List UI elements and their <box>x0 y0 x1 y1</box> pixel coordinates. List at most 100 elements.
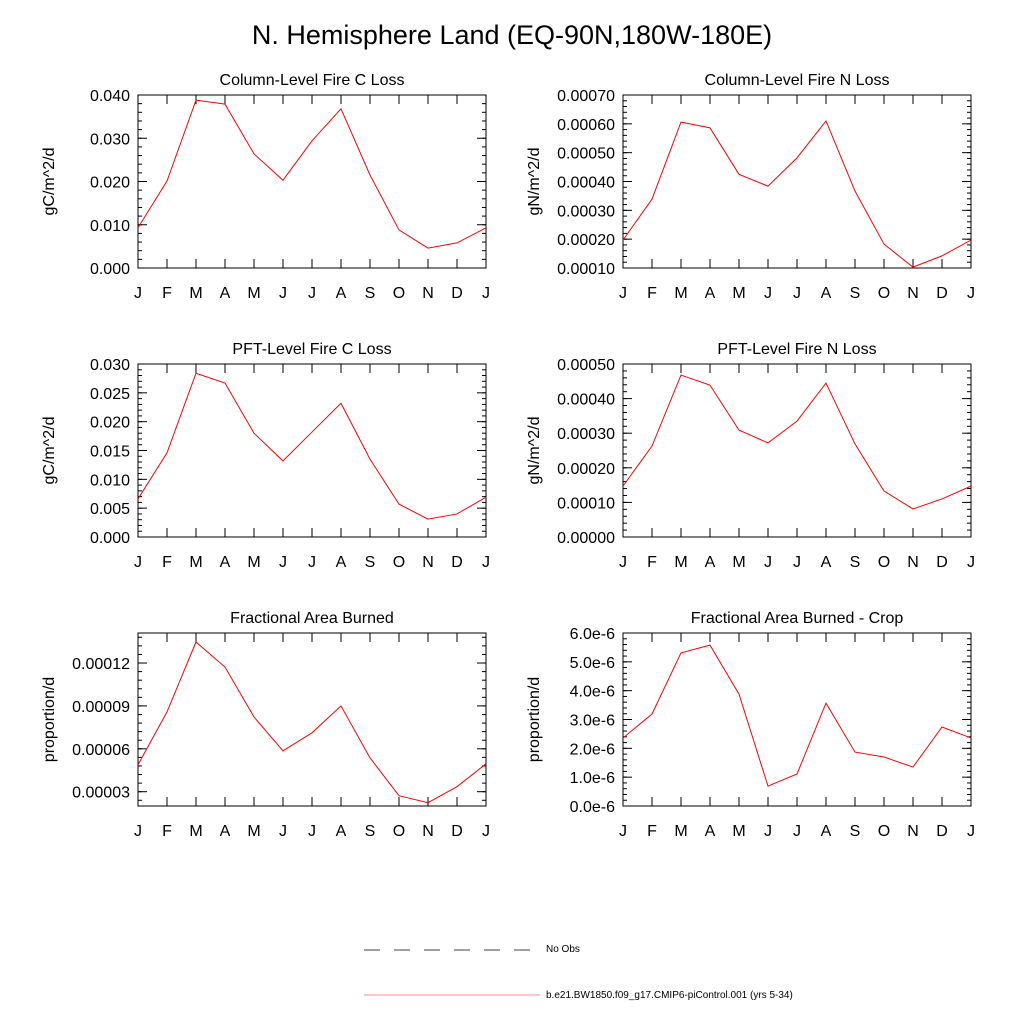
y-tick-label: 0.000 <box>90 261 130 278</box>
x-tick-label: D <box>936 823 948 840</box>
y-tick-label: 0.00006 <box>72 742 130 759</box>
panel-5: J F M A M J J A S O N D J0.000030.000060.000090.0001… <box>41 610 490 840</box>
plot-frame <box>137 94 487 269</box>
y-axis-label: gN/m^2/d <box>526 148 543 216</box>
x-tick-label: J <box>793 823 801 840</box>
y-tick-label: 0.00020 <box>557 461 615 478</box>
x-tick-label: O <box>393 285 405 302</box>
x-tick-label: M <box>732 285 745 302</box>
x-tick-label: M <box>674 823 687 840</box>
series-line <box>622 119 972 268</box>
y-axis-label: gC/m^2/d <box>41 417 58 485</box>
x-tick-label: A <box>705 823 716 840</box>
y-axis-label: proportion/d <box>526 677 543 762</box>
x-tick-label: N <box>907 823 919 840</box>
x-tick-label: N <box>422 554 434 571</box>
y-tick-label: 0.020 <box>90 175 130 192</box>
plot-frame <box>622 94 972 269</box>
x-tick-label: F <box>647 285 657 302</box>
panel-title: PFT-Level Fire N Loss <box>717 341 876 358</box>
x-tick-label: J <box>793 554 801 571</box>
plot-frame <box>622 632 972 807</box>
x-tick-label: M <box>674 554 687 571</box>
y-tick-label: 0.00040 <box>557 392 615 409</box>
x-tick-label: D <box>451 554 463 571</box>
y-tick-label: 3.0e-6 <box>570 713 615 730</box>
x-tick-label: J <box>279 823 287 840</box>
y-axis-label: proportion/d <box>41 677 58 762</box>
y-tick-label: 0.00009 <box>72 699 130 716</box>
x-tick-label: J <box>619 823 627 840</box>
x-tick-label: N <box>422 823 434 840</box>
x-tick-label: J <box>619 285 627 302</box>
x-tick-label: S <box>365 285 376 302</box>
x-tick-label: O <box>878 285 890 302</box>
x-tick-label: M <box>732 554 745 571</box>
plot-frame <box>137 632 487 807</box>
x-tick-label: F <box>647 554 657 571</box>
series-line <box>137 99 487 249</box>
x-tick-label: N <box>907 285 919 302</box>
x-tick-label: M <box>674 285 687 302</box>
y-tick-label: 0.00030 <box>557 203 615 220</box>
x-tick-label: F <box>162 554 172 571</box>
y-tick-label: 0.00003 <box>72 785 130 802</box>
panel-1: J F M A M J J A S O N D J0.0000.0100.0200.0300.040Co… <box>41 72 490 302</box>
x-tick-label: S <box>365 554 376 571</box>
y-tick-label: 4.0e-6 <box>570 684 615 701</box>
x-tick-label: F <box>162 285 172 302</box>
x-tick-label: D <box>451 285 463 302</box>
x-tick-label: J <box>308 554 316 571</box>
x-tick-label: J <box>134 285 142 302</box>
x-tick-label: J <box>482 554 490 571</box>
y-tick-label: 0.00050 <box>557 146 615 163</box>
x-tick-label: F <box>647 823 657 840</box>
x-tick-label: M <box>247 554 260 571</box>
x-tick-label: S <box>365 823 376 840</box>
y-tick-label: 0.00010 <box>557 261 615 278</box>
y-tick-label: 0.025 <box>90 386 130 403</box>
y-tick-label: 0.015 <box>90 444 130 461</box>
y-tick-label: 6.0e-6 <box>570 626 615 643</box>
y-tick-label: 0.010 <box>90 218 130 235</box>
x-tick-label: J <box>967 285 975 302</box>
x-tick-label: A <box>336 554 347 571</box>
y-tick-label: 0.00020 <box>557 232 615 249</box>
y-tick-label: 5.0e-6 <box>570 655 615 672</box>
y-tick-label: 0.0e-6 <box>570 799 615 816</box>
x-tick-label: A <box>705 554 716 571</box>
x-tick-label: J <box>967 554 975 571</box>
x-tick-label: N <box>907 554 919 571</box>
x-tick-label: J <box>134 823 142 840</box>
x-tick-label: S <box>850 823 861 840</box>
x-tick-label: A <box>336 285 347 302</box>
y-tick-label: 0.00000 <box>557 530 615 547</box>
x-tick-label: J <box>279 554 287 571</box>
x-tick-label: A <box>220 823 231 840</box>
x-tick-label: J <box>764 823 772 840</box>
panel-2: J F M A M J J A S O N D J0.000100.000200.000300.0004… <box>526 72 975 302</box>
x-tick-label: J <box>764 285 772 302</box>
panel-3: J F M A M J J A S O N D J0.0000.0050.0100.0150.0200.… <box>41 341 490 571</box>
x-tick-label: N <box>422 285 434 302</box>
y-tick-label: 0.030 <box>90 131 130 148</box>
x-tick-label: A <box>821 823 832 840</box>
y-tick-label: 0.00010 <box>557 495 615 512</box>
x-tick-label: D <box>936 554 948 571</box>
figure-title: N. Hemisphere Land (EQ-90N,180W-180E) <box>251 20 773 50</box>
series-line <box>622 644 972 787</box>
y-tick-label: 1.0e-6 <box>570 770 615 787</box>
series-line <box>137 372 487 520</box>
panel-title: PFT-Level Fire C Loss <box>232 341 391 358</box>
x-tick-label: J <box>134 554 142 571</box>
x-tick-label: M <box>189 554 202 571</box>
panel-title: Column-Level Fire C Loss <box>220 72 405 89</box>
x-tick-label: A <box>821 554 832 571</box>
x-tick-label: O <box>393 823 405 840</box>
x-tick-label: J <box>793 285 801 302</box>
panel-4: J F M A M J J A S O N D J0.000000.000100.000200.0003… <box>526 341 975 571</box>
y-tick-label: 0.005 <box>90 501 130 518</box>
y-tick-label: 0.00070 <box>557 88 615 105</box>
x-tick-label: A <box>821 285 832 302</box>
